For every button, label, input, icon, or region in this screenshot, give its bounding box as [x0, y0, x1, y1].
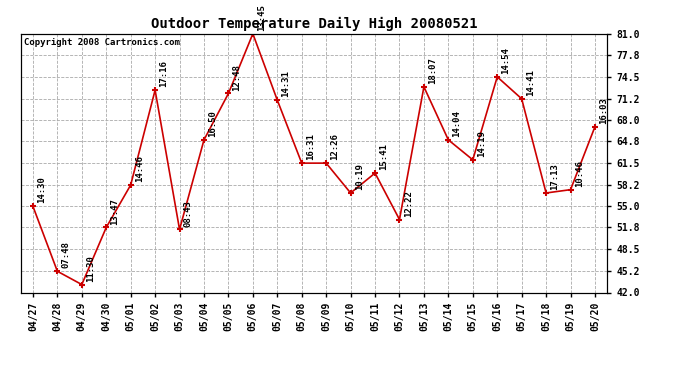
Text: 14:41: 14:41	[526, 69, 535, 96]
Text: 08:43: 08:43	[184, 200, 193, 227]
Text: 17:16: 17:16	[159, 60, 168, 87]
Text: 11:30: 11:30	[86, 255, 95, 282]
Text: 14:30: 14:30	[37, 177, 46, 204]
Text: 07:48: 07:48	[61, 242, 70, 268]
Text: 15:41: 15:41	[380, 143, 388, 170]
Text: 12:22: 12:22	[404, 190, 413, 217]
Text: 13:47: 13:47	[110, 198, 119, 225]
Text: 16:03: 16:03	[599, 97, 608, 124]
Text: 18:07: 18:07	[428, 57, 437, 84]
Text: 16:31: 16:31	[306, 134, 315, 160]
Text: 17:13: 17:13	[550, 164, 560, 190]
Text: 13:45: 13:45	[257, 4, 266, 31]
Text: 14:54: 14:54	[502, 47, 511, 74]
Text: 14:31: 14:31	[282, 70, 290, 98]
Text: 12:26: 12:26	[331, 134, 339, 160]
Text: 14:04: 14:04	[453, 110, 462, 137]
Text: Copyright 2008 Cartronics.com: Copyright 2008 Cartronics.com	[23, 38, 179, 46]
Text: 14:46: 14:46	[135, 155, 144, 182]
Text: 10:46: 10:46	[575, 160, 584, 187]
Text: 10:19: 10:19	[355, 164, 364, 190]
Text: 16:50: 16:50	[208, 110, 217, 137]
Title: Outdoor Temperature Daily High 20080521: Outdoor Temperature Daily High 20080521	[150, 17, 477, 31]
Text: 14:19: 14:19	[477, 130, 486, 157]
Text: 12:48: 12:48	[233, 64, 241, 91]
